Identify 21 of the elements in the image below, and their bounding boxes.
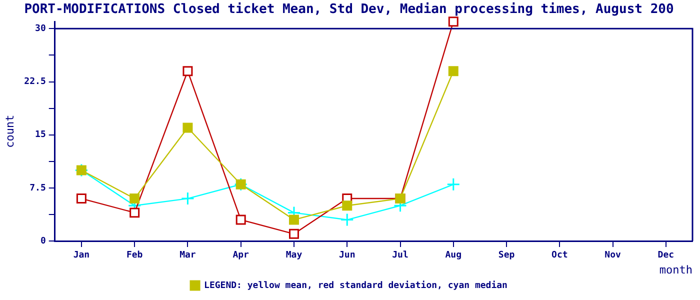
y-axis-title: count [3,114,16,148]
legend-label: LEGEND: yellow mean, red standard deviation, cyan median [204,280,508,291]
x-tick-label: Sep [498,250,516,261]
x-tick-label: May [286,250,303,261]
x-axis-title: month [659,263,692,276]
y-tick-label: 22.5 [24,77,46,88]
x-tick-label: Nov [604,250,622,261]
y-tick-label: 30 [35,24,46,34]
x-tick-label: Oct [552,250,568,261]
x-tick-label: Mar [180,250,196,261]
x-tick-label: Aug [445,250,462,261]
y-tick-label: 7.5 [30,183,46,194]
x-tick-label: Apr [232,250,250,261]
x-tick-label: Jul [392,250,408,261]
x-tick-label: Dec [658,250,674,261]
y-tick-label: 0 [40,236,46,246]
chart-title: PORT-MODIFICATIONS Closed ticket Mean, Std Dev, Median processing times, August 200 [24,2,674,18]
x-tick-label: Jan [73,250,90,261]
x-tick-label: Jun [338,250,356,261]
x-tick-label: Feb [126,250,144,261]
y-tick-label: 15 [35,130,46,140]
